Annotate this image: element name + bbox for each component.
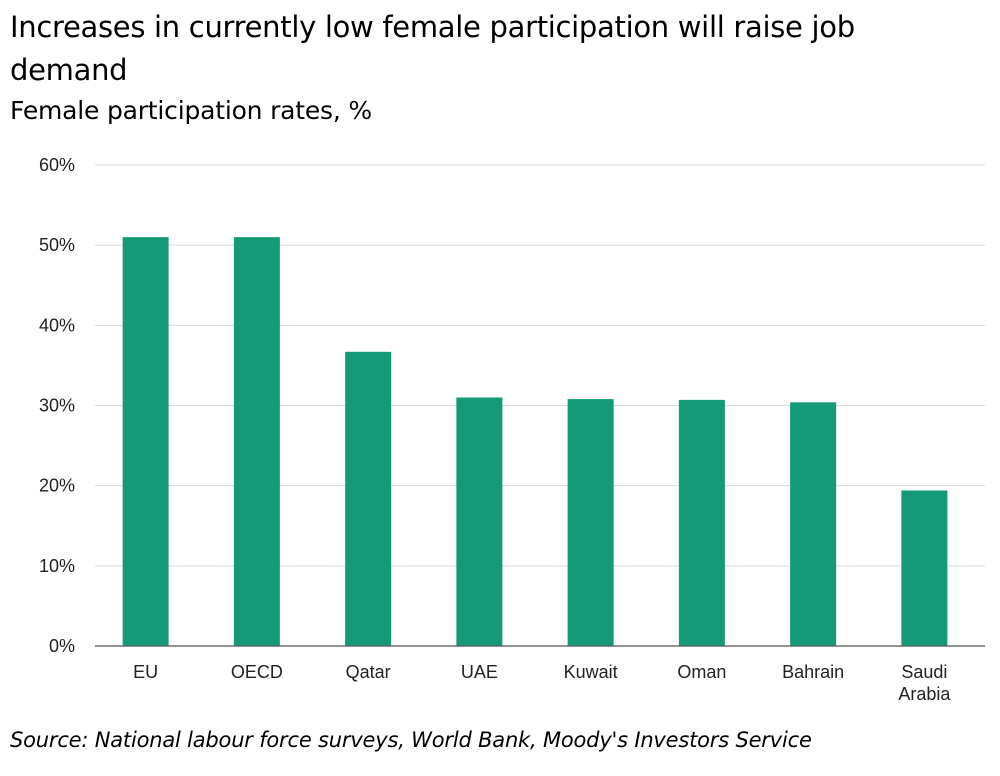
x-tick-label: Saudi Arabia: [898, 662, 951, 704]
bars: [122, 237, 948, 646]
bar-oecd: [233, 237, 280, 646]
bar-oman: [678, 399, 725, 646]
y-tick-label: 60%: [39, 155, 75, 175]
y-tick-label: 20%: [39, 476, 75, 496]
x-axis-labels: EU OECD Qatar UAE Kuwait Oman Bahrain Saudi Arab…: [133, 662, 951, 704]
y-tick-label: 30%: [39, 396, 75, 416]
y-tick-label: 0%: [49, 636, 75, 656]
x-tick-label: UAE: [461, 662, 498, 682]
x-tick-label: Kuwait: [564, 662, 618, 682]
x-tick-label: Bahrain: [782, 662, 844, 682]
chart-title: Increases in currently low female partic…: [10, 10, 855, 87]
bar-bahrain: [790, 402, 837, 646]
bar-qatar: [345, 351, 392, 646]
y-tick-label: 40%: [39, 315, 75, 335]
y-tick-label: 50%: [39, 235, 75, 255]
x-tick-label: Qatar: [346, 662, 391, 682]
x-tick-label: OECD: [231, 662, 283, 682]
chart-subtitle: Female participation rates, %: [10, 96, 372, 125]
bar-saudi-arabia: [901, 490, 948, 646]
x-tick-label: EU: [133, 662, 158, 682]
gridlines: [95, 164, 985, 567]
y-tick-label: 10%: [39, 556, 75, 576]
bar-kuwait: [567, 399, 614, 646]
y-axis-ticks: 0% 10% 20% 30% 40% 50% 60%: [39, 155, 75, 656]
bar-eu: [122, 237, 169, 646]
bar-uae: [456, 397, 503, 646]
x-tick-label: Oman: [677, 662, 726, 682]
chart-source: Source: National labour force surveys, W…: [10, 728, 812, 752]
